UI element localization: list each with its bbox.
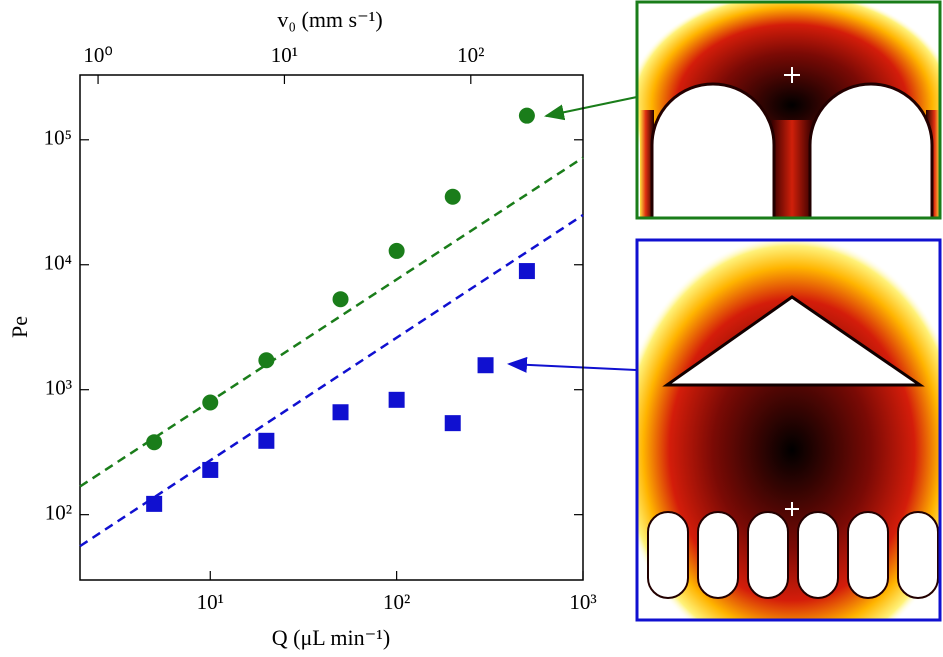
y-tick-label: 10³ — [45, 376, 72, 400]
arrow — [546, 97, 637, 116]
point — [445, 415, 461, 431]
point — [146, 496, 162, 512]
x2-tick-label: 10² — [457, 43, 484, 67]
chart: Q (μL min⁻¹) v₀ (mm s⁻¹) Pe 10¹ 10² 10³ 10⁰… — [0, 0, 943, 657]
point — [389, 392, 405, 408]
y-axis-title: Pe — [7, 316, 32, 338]
x2-axis-title: v₀ (mm s⁻¹) — [277, 7, 382, 32]
x-tick-label: 10³ — [569, 590, 596, 614]
point — [333, 291, 349, 307]
x-tick-label: 10¹ — [197, 590, 224, 614]
x-tick-label: 10² — [383, 590, 410, 614]
y-tick-label: 10⁴ — [44, 251, 72, 275]
point — [333, 404, 349, 420]
point — [478, 357, 494, 373]
y-tick-label: 10⁵ — [44, 126, 72, 150]
x2-tick-label: 10⁰ — [83, 43, 112, 67]
inset-bottom — [617, 235, 943, 657]
x2-tick-label: 10¹ — [271, 43, 298, 67]
point — [445, 189, 461, 205]
point — [258, 433, 274, 449]
arrow — [509, 364, 637, 370]
fit-line — [80, 215, 583, 546]
point — [519, 263, 535, 279]
inset-top — [627, 0, 943, 220]
fit-line — [80, 158, 583, 487]
y-tick-label: 10² — [45, 500, 72, 524]
point — [389, 243, 405, 259]
point — [202, 462, 218, 478]
x-axis-title: Q (μL min⁻¹) — [272, 625, 390, 650]
point — [519, 108, 535, 124]
